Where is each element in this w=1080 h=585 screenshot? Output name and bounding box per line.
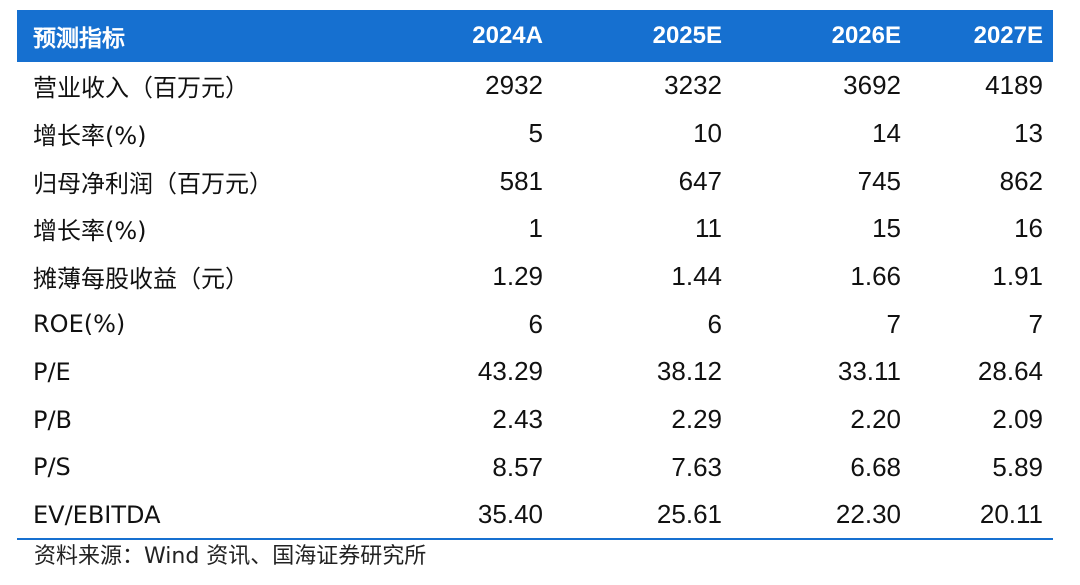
forecast-table-container: 预测指标 2024A 2025E 2026E 2027E 营业收入（百万元） 2…	[17, 10, 1053, 540]
cell-value: 7	[1028, 308, 1043, 339]
cell-value: 28.64	[977, 356, 1043, 387]
cell-value: 11	[695, 213, 722, 244]
cell-value: 25.61	[551, 491, 730, 540]
row-label: 归母净利润（百万元）	[33, 169, 273, 198]
cell-value: 8.57	[492, 451, 543, 482]
cell-value: 1	[528, 213, 543, 244]
row-label: ROE(%)	[33, 310, 126, 339]
cell-value: 38.12	[656, 356, 722, 387]
table-row: ROE(%) 6 6 7 7	[17, 300, 1053, 348]
cell-value: 15	[872, 213, 901, 244]
cell-value: 13	[1014, 118, 1043, 149]
table-row: 摊薄每股收益（元） 1.29 1.44 1.66 1.91	[17, 253, 1053, 301]
cell-value: 6	[528, 308, 543, 339]
cell-value: 5	[528, 118, 543, 149]
table-row: P/B 2.43 2.29 2.20 2.09	[17, 396, 1053, 444]
cell-value: 35.40	[372, 491, 551, 540]
cell-value: 3692	[843, 70, 901, 101]
header-2027e: 2027E	[909, 10, 1053, 62]
row-label: P/B	[33, 405, 73, 434]
cell-value: 1.29	[492, 261, 543, 292]
cell-value: 6	[707, 308, 722, 339]
cell-value: 7.63	[671, 451, 722, 482]
row-label: 增长率(%)	[33, 217, 147, 246]
cell-value: 1.44	[671, 261, 722, 292]
row-label: 营业收入（百万元）	[33, 74, 249, 103]
header-metric: 预测指标	[17, 10, 372, 62]
header-2026e: 2026E	[730, 10, 909, 62]
cell-value: 33.11	[837, 356, 901, 387]
cell-value: 1.66	[850, 261, 901, 292]
row-label: 增长率(%)	[33, 122, 147, 151]
cell-value: 22.30	[730, 491, 909, 540]
cell-value: 14	[872, 118, 901, 149]
header-2024a: 2024A	[372, 10, 551, 62]
cell-value: 7	[886, 308, 901, 339]
cell-value: 1.91	[992, 261, 1043, 292]
cell-value: 862	[999, 165, 1043, 196]
cell-value: 3232	[664, 70, 722, 101]
cell-value: 5.89	[992, 451, 1043, 482]
cell-value: 43.29	[477, 356, 543, 387]
forecast-table: 预测指标 2024A 2025E 2026E 2027E 营业收入（百万元） 2…	[17, 10, 1053, 540]
table-header-row: 预测指标 2024A 2025E 2026E 2027E	[17, 10, 1053, 62]
cell-value: 2.43	[492, 404, 543, 435]
cell-value: 647	[678, 165, 722, 196]
row-label: P/S	[33, 453, 71, 482]
table-row: 增长率(%) 1 11 15 16	[17, 205, 1053, 253]
table-row: P/E 43.29 38.12 33.11 28.64	[17, 348, 1053, 396]
cell-value: 10	[693, 118, 722, 149]
table-row: 增长率(%) 5 10 14 13	[17, 110, 1053, 158]
header-2025e: 2025E	[551, 10, 730, 62]
table-row: P/S 8.57 7.63 6.68 5.89	[17, 444, 1053, 492]
cell-value: 16	[1014, 213, 1043, 244]
row-label: P/E	[33, 357, 71, 386]
cell-value: 2.09	[992, 404, 1043, 435]
table-row: EV/EBITDA 35.40 25.61 22.30 20.11	[17, 491, 1053, 540]
cell-value: 6.68	[850, 451, 901, 482]
cell-value: 2.29	[671, 404, 722, 435]
cell-value: 2.20	[850, 404, 901, 435]
row-label: EV/EBITDA	[17, 491, 372, 540]
cell-value: 20.11	[909, 491, 1053, 540]
table-row: 归母净利润（百万元） 581 647 745 862	[17, 157, 1053, 205]
cell-value: 581	[499, 165, 543, 196]
table-row: 营业收入（百万元） 2932 3232 3692 4189	[17, 62, 1053, 110]
source-note: 资料来源：Wind 资讯、国海证券研究所	[34, 544, 427, 569]
row-label: 摊薄每股收益（元）	[33, 265, 249, 294]
cell-value: 2932	[485, 70, 543, 101]
cell-value: 4189	[985, 70, 1043, 101]
cell-value: 745	[857, 165, 901, 196]
